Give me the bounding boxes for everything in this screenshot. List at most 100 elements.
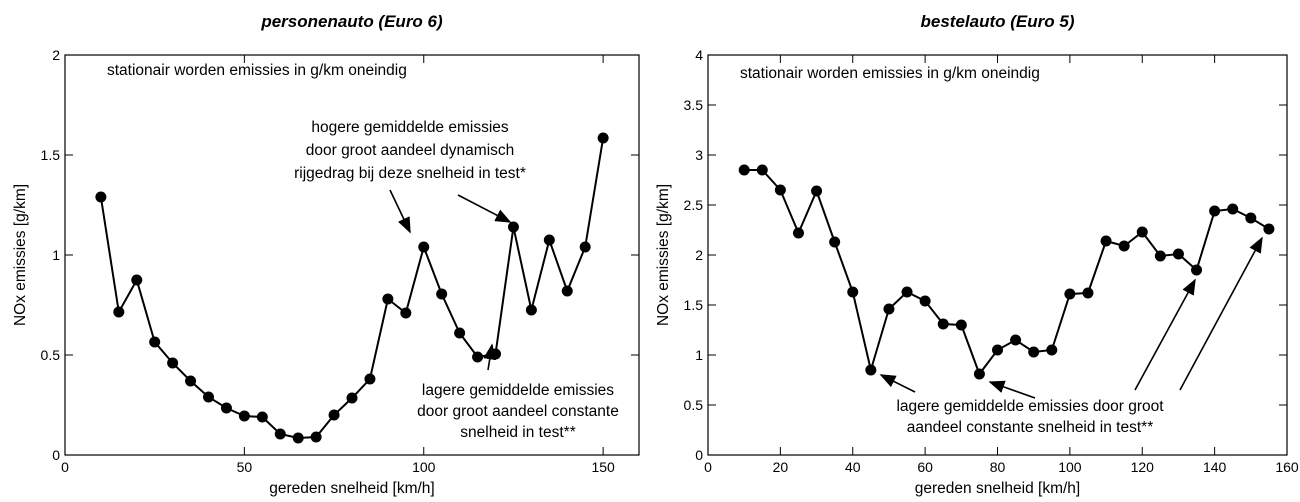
marker [454, 327, 466, 339]
x-tick-label: 120 [1131, 459, 1155, 475]
x-tick-label: 80 [990, 459, 1006, 475]
x-tick-label: 100 [412, 459, 436, 475]
x-tick-label: 140 [1203, 459, 1227, 475]
marker [937, 318, 949, 330]
marker [400, 307, 412, 319]
marker [543, 234, 555, 246]
chart-title: bestelauto (Euro 5) [921, 12, 1075, 31]
y-tick-label: 1 [52, 247, 60, 263]
marker [1046, 344, 1058, 356]
arrow [879, 374, 916, 393]
marker [811, 185, 823, 197]
marker [220, 402, 232, 414]
marker [525, 304, 537, 316]
x-tick-label: 60 [917, 459, 933, 475]
arrows [389, 189, 1263, 399]
arrow [1134, 278, 1196, 391]
arrow [457, 194, 512, 223]
y-tick-label: 4 [695, 47, 703, 63]
arrow [483, 343, 497, 371]
marker [901, 286, 913, 298]
marker [992, 344, 1003, 356]
marker [95, 191, 107, 203]
marker [1136, 226, 1148, 238]
marker [1191, 264, 1203, 276]
y-tick-label: 2 [695, 247, 703, 263]
y-tick-label: 0 [52, 447, 60, 463]
marker [865, 364, 877, 376]
annotation: door groot aandeel dynamisch [306, 142, 515, 159]
y-tick-label: 2.5 [684, 197, 704, 213]
y-tick-label: 0 [695, 447, 703, 463]
annotation: rijgedrag bij deze snelheid in test* [294, 165, 526, 182]
marker [756, 164, 768, 176]
y-tick-label: 1.5 [684, 297, 704, 313]
marker [238, 410, 250, 422]
x-axis-label: gereden snelheid [km/h] [269, 480, 434, 497]
marker [149, 336, 161, 348]
x-tick-label: 100 [1058, 459, 1082, 475]
y-tick-label: 0.5 [41, 347, 61, 363]
marker [364, 373, 376, 385]
line [744, 169, 1270, 377]
arrow [988, 380, 1036, 399]
marker [1263, 223, 1275, 235]
marker [472, 351, 484, 363]
marker [829, 236, 841, 248]
annotation: lagere gemiddelde emissies [422, 382, 614, 399]
marker [507, 221, 519, 233]
y-tick-label: 2 [52, 47, 60, 63]
annotation: door groot aandeel constante [417, 403, 619, 420]
marker [919, 295, 931, 307]
marker [346, 392, 358, 404]
marker [328, 409, 340, 421]
marker [955, 319, 967, 331]
x-tick-label: 0 [704, 459, 712, 475]
marker [113, 306, 125, 318]
arrow [1179, 236, 1263, 391]
x-axis-label: gereden snelheid [km/h] [915, 480, 1080, 497]
marker [579, 241, 591, 253]
y-tick-label: 0.5 [684, 397, 704, 413]
y-axis-label: NOx emissies [g/km] [12, 184, 29, 326]
x-tick-label: 50 [237, 459, 253, 475]
marker [418, 241, 430, 253]
marker [292, 432, 304, 444]
marker [1082, 287, 1094, 299]
marker [1064, 288, 1076, 300]
annotation: stationair worden emissies in g/km onein… [740, 65, 1040, 82]
marker [203, 391, 214, 403]
marker [256, 411, 268, 423]
marker [167, 357, 179, 369]
marker [1245, 212, 1257, 224]
marker [738, 164, 750, 176]
y-tick-label: 3.5 [684, 97, 704, 113]
marker [1028, 346, 1040, 358]
marker [847, 286, 859, 298]
marker [561, 285, 573, 297]
marker [973, 368, 985, 380]
annotation: hogere gemiddelde emissies [311, 119, 509, 136]
annotation: lagere gemiddelde emissies door groot [896, 398, 1164, 415]
y-tick-label: 1.5 [41, 147, 61, 163]
y-axis-label: NOx emissies [g/km] [655, 184, 672, 326]
chart-title: personenauto (Euro 6) [260, 12, 443, 31]
marker [1118, 240, 1130, 252]
marker [774, 184, 786, 196]
marker [1154, 250, 1166, 262]
x-tick-label: 160 [1275, 459, 1299, 475]
marker [436, 288, 448, 300]
y-tick-label: 1 [695, 347, 703, 363]
marker [1209, 205, 1221, 217]
marker [1227, 203, 1239, 215]
marker [490, 348, 501, 360]
x-tick-label: 150 [591, 459, 615, 475]
marker [382, 293, 394, 305]
y-tick-label: 3 [695, 147, 703, 163]
marker [597, 132, 609, 144]
marker [185, 375, 197, 387]
x-tick-label: 40 [845, 459, 861, 475]
marker [792, 227, 804, 239]
